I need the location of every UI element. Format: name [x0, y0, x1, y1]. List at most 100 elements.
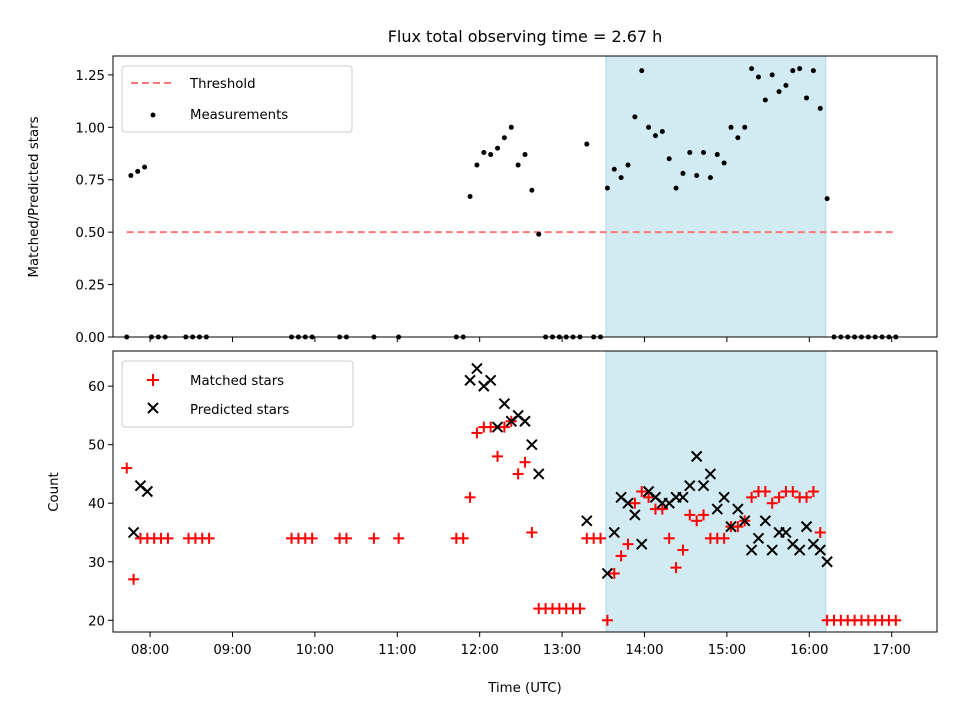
- measurements-point: [673, 185, 679, 191]
- x-tick-label: 17:00: [873, 643, 911, 658]
- matched-stars-point: [498, 421, 510, 433]
- measurements-point: [804, 95, 810, 101]
- measurements-point: [467, 194, 473, 199]
- measurements-point: [584, 141, 590, 147]
- bot-y-tick-label: 20: [88, 614, 105, 629]
- bot-y-tick-label: 40: [88, 497, 105, 512]
- predicted-legend-swatch: [147, 402, 159, 414]
- x-axis-label: Time (UTC): [487, 681, 562, 696]
- measurements-point: [481, 149, 487, 155]
- matched-stars-point: [622, 538, 634, 550]
- x-tick-label: 14:00: [625, 643, 663, 658]
- measurements-point: [128, 173, 134, 179]
- predicted-stars-point: [581, 515, 593, 527]
- predicted-stars-point: [780, 526, 792, 539]
- x-tick-label: 11:00: [378, 643, 416, 658]
- measurements-point: [142, 164, 148, 170]
- measurements-point: [762, 97, 768, 103]
- measurements-point: [687, 149, 693, 155]
- matched-stars-point: [629, 497, 641, 509]
- matched-stars-point: [615, 550, 627, 562]
- measurements-point: [742, 124, 748, 130]
- top-plot-frame: [112, 55, 938, 338]
- measurements-point: [488, 152, 494, 158]
- predicted-stars-point: [718, 491, 730, 504]
- predicted-stars-point: [622, 497, 634, 509]
- predicted-stars-point: [601, 567, 614, 580]
- bottom-plot-frame: [112, 350, 938, 633]
- measurements-point: [515, 162, 521, 168]
- predicted-stars-point: [766, 544, 778, 556]
- top-legend-box: [121, 65, 353, 133]
- bottom-y-axis-label: Count: [47, 472, 62, 512]
- measurements-point: [625, 162, 631, 168]
- matched-stars-point: [601, 614, 613, 626]
- matched-stars-point: [643, 491, 655, 503]
- threshold-legend-label: Threshold: [189, 77, 256, 92]
- matched-stars-point: [121, 462, 133, 474]
- predicted-stars-point: [793, 544, 806, 556]
- measurements-point: [824, 196, 830, 202]
- matched-stars-point: [457, 532, 469, 544]
- matched-stars-point: [340, 532, 352, 544]
- bot-y-tick-label: 50: [88, 439, 105, 454]
- matched-stars-point: [732, 521, 744, 533]
- bottom-legend-box: [121, 360, 354, 428]
- measurements-point: [680, 170, 686, 176]
- x-tick-label: 10:00: [296, 643, 334, 658]
- matched-stars-point: [807, 486, 819, 497]
- matched-stars-point: [595, 532, 607, 544]
- measurements-point: [810, 68, 816, 74]
- matched-stars-point: [814, 526, 826, 538]
- measurements-point: [783, 82, 789, 88]
- matched-stars-point: [773, 491, 785, 503]
- measurements-point: [790, 68, 796, 74]
- measurements-point: [646, 124, 652, 130]
- predicted-stars-point: [484, 374, 497, 386]
- measurements-point: [797, 66, 803, 72]
- x-tick-label: 15:00: [708, 643, 746, 658]
- predicted-stars-point: [704, 468, 717, 480]
- predicted-stars-point: [526, 438, 538, 451]
- top-y-tick-label: 1.00: [75, 121, 105, 136]
- measurements-point: [618, 175, 624, 181]
- measurements-point: [714, 152, 720, 158]
- predicted-stars-point: [759, 515, 772, 527]
- matched-stars-point: [526, 526, 538, 538]
- matched-stars-point: [746, 491, 758, 503]
- matched-stars-point: [203, 532, 215, 544]
- measurements-point: [529, 187, 535, 193]
- matched-stars-point: [128, 573, 140, 585]
- matched-stars-point: [608, 567, 620, 579]
- matched-stars-point: [890, 614, 902, 626]
- matched-stars-point: [485, 421, 497, 433]
- matched-stars-point: [670, 562, 682, 574]
- matched-stars-point: [492, 450, 504, 462]
- matched-stars-point: [636, 486, 648, 497]
- bottom-legend: Matched stars Predicted stars: [121, 360, 354, 428]
- predicted-legend-label: Predicted stars: [190, 403, 289, 418]
- measurements-legend-label: Measurements: [190, 108, 288, 123]
- predicted-stars-point: [636, 538, 648, 550]
- measurements-point: [701, 149, 707, 155]
- measurements-point: [522, 152, 528, 158]
- predicted-stars-point: [608, 526, 620, 539]
- measurements-point: [735, 135, 741, 141]
- matched-stars-point: [801, 491, 813, 503]
- measurements-point: [769, 72, 775, 78]
- predicted-stars-point: [821, 556, 833, 568]
- measurements-point: [707, 175, 713, 181]
- measurements-point: [749, 66, 755, 72]
- predicted-stars-point: [684, 479, 696, 492]
- matched-stars-point: [718, 532, 730, 544]
- matched-stars-point: [393, 532, 405, 544]
- chart-title: Flux total observing time = 2.67 h: [388, 27, 663, 46]
- bottom-panel: 20 30 40 50 60 08:00 09:00 10:00 11:00 12:00 13:0…: [47, 350, 938, 696]
- matched-stars-point: [759, 486, 771, 497]
- matched-stars-point: [691, 515, 703, 527]
- x-tick-label: 16:00: [790, 643, 828, 658]
- measurements-point: [639, 68, 645, 74]
- matched-stars-point: [656, 503, 668, 515]
- measurements-point: [728, 124, 734, 130]
